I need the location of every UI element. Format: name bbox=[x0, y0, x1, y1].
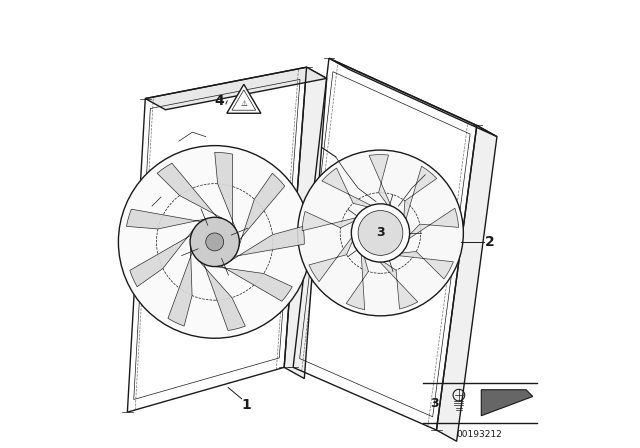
Polygon shape bbox=[199, 261, 245, 331]
Polygon shape bbox=[130, 229, 193, 287]
Polygon shape bbox=[481, 390, 532, 416]
Polygon shape bbox=[366, 250, 418, 309]
Circle shape bbox=[298, 150, 463, 316]
Polygon shape bbox=[215, 152, 236, 229]
Text: 00193212: 00193212 bbox=[456, 430, 502, 439]
Polygon shape bbox=[329, 58, 497, 137]
Text: ⚠: ⚠ bbox=[241, 99, 247, 108]
Circle shape bbox=[205, 233, 224, 251]
Polygon shape bbox=[157, 163, 223, 219]
Polygon shape bbox=[214, 266, 292, 301]
Polygon shape bbox=[127, 209, 206, 229]
Polygon shape bbox=[436, 125, 497, 441]
Circle shape bbox=[190, 217, 239, 267]
Circle shape bbox=[351, 204, 410, 262]
Polygon shape bbox=[369, 155, 400, 222]
Polygon shape bbox=[227, 84, 261, 113]
Polygon shape bbox=[239, 173, 285, 246]
Text: 1: 1 bbox=[241, 398, 251, 413]
Text: 2: 2 bbox=[485, 235, 495, 249]
Polygon shape bbox=[168, 246, 192, 326]
Polygon shape bbox=[403, 166, 437, 237]
Polygon shape bbox=[380, 251, 453, 279]
Polygon shape bbox=[309, 222, 361, 282]
Circle shape bbox=[358, 211, 403, 255]
Text: 3: 3 bbox=[430, 396, 438, 410]
Polygon shape bbox=[322, 168, 388, 212]
Polygon shape bbox=[395, 208, 459, 250]
Text: 4: 4 bbox=[214, 94, 224, 108]
Polygon shape bbox=[230, 226, 304, 261]
Polygon shape bbox=[302, 211, 373, 231]
Polygon shape bbox=[145, 67, 326, 110]
Text: 3: 3 bbox=[376, 226, 385, 240]
Circle shape bbox=[118, 146, 311, 338]
Polygon shape bbox=[284, 67, 326, 379]
Polygon shape bbox=[346, 237, 369, 310]
